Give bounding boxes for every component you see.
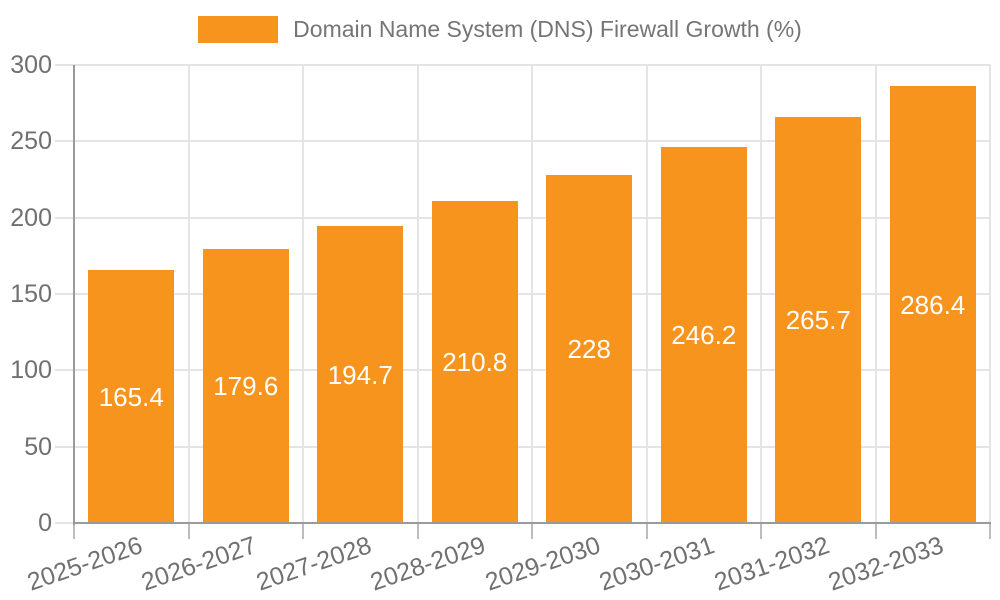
x-tick-mark [760, 523, 762, 539]
bar[interactable] [661, 147, 747, 523]
x-axis-line [73, 522, 991, 524]
v-gridline [531, 65, 533, 523]
x-tick-mark [531, 523, 533, 539]
bar[interactable] [317, 226, 403, 523]
bar[interactable] [88, 270, 174, 523]
y-tick-label: 0 [38, 509, 52, 537]
h-gridline [55, 369, 990, 372]
bar-value-label: 286.4 [900, 289, 966, 320]
x-tick-label: 2027-2028 [252, 531, 375, 597]
v-gridline [874, 65, 877, 523]
bar[interactable] [432, 201, 518, 523]
x-tick-label: 2025-2026 [23, 531, 146, 597]
bar[interactable] [775, 117, 861, 523]
bar[interactable] [546, 175, 632, 523]
bar-value-label: 228 [567, 334, 611, 364]
x-tick-mark [416, 523, 419, 539]
v-gridline [302, 65, 304, 523]
bar[interactable] [890, 86, 976, 523]
legend-swatch [198, 16, 279, 43]
x-tick-label: 2029-2030 [481, 531, 604, 597]
x-tick-label: 2026-2027 [138, 531, 261, 597]
bar-value-label: 210.8 [442, 347, 508, 377]
h-gridline [55, 293, 990, 295]
y-tick-label: 100 [10, 356, 52, 385]
x-tick-mark [302, 523, 304, 539]
bar[interactable] [203, 249, 289, 523]
y-tick-label: 200 [10, 203, 52, 232]
h-gridline [55, 445, 990, 448]
x-tick-label: 2032-2033 [825, 531, 948, 597]
x-tick-mark [874, 523, 877, 539]
v-gridline [187, 65, 190, 523]
x-tick-mark [645, 523, 648, 539]
chart-legend[interactable]: Domain Name System (DNS) Firewall Growth… [0, 16, 1000, 43]
y-tick-label: 50 [24, 432, 52, 461]
x-tick-mark [989, 523, 991, 539]
h-gridline [55, 216, 990, 219]
v-gridline [416, 65, 419, 523]
h-gridline [55, 64, 990, 66]
y-tick-label: 250 [10, 127, 52, 156]
bar-value-label: 246.2 [671, 320, 737, 350]
v-gridline [989, 65, 991, 523]
y-tick-label: 150 [10, 280, 52, 308]
v-gridline [760, 65, 762, 523]
bar-value-label: 179.6 [213, 371, 279, 401]
bar-value-label: 265.7 [785, 305, 851, 335]
y-axis-line [73, 65, 75, 525]
h-gridline [55, 140, 990, 143]
x-tick-label: 2030-2031 [596, 531, 719, 597]
x-tick-label: 2028-2029 [367, 531, 490, 597]
legend-label: Domain Name System (DNS) Firewall Growth… [293, 16, 802, 42]
x-tick-mark [187, 523, 190, 539]
v-gridline [645, 65, 648, 523]
y-tick-label: 300 [10, 51, 52, 79]
x-tick-label: 2031-2032 [710, 531, 833, 597]
x-tick-mark [73, 523, 75, 539]
bar-value-label: 194.7 [327, 359, 393, 390]
bar-value-label: 165.4 [98, 381, 164, 412]
